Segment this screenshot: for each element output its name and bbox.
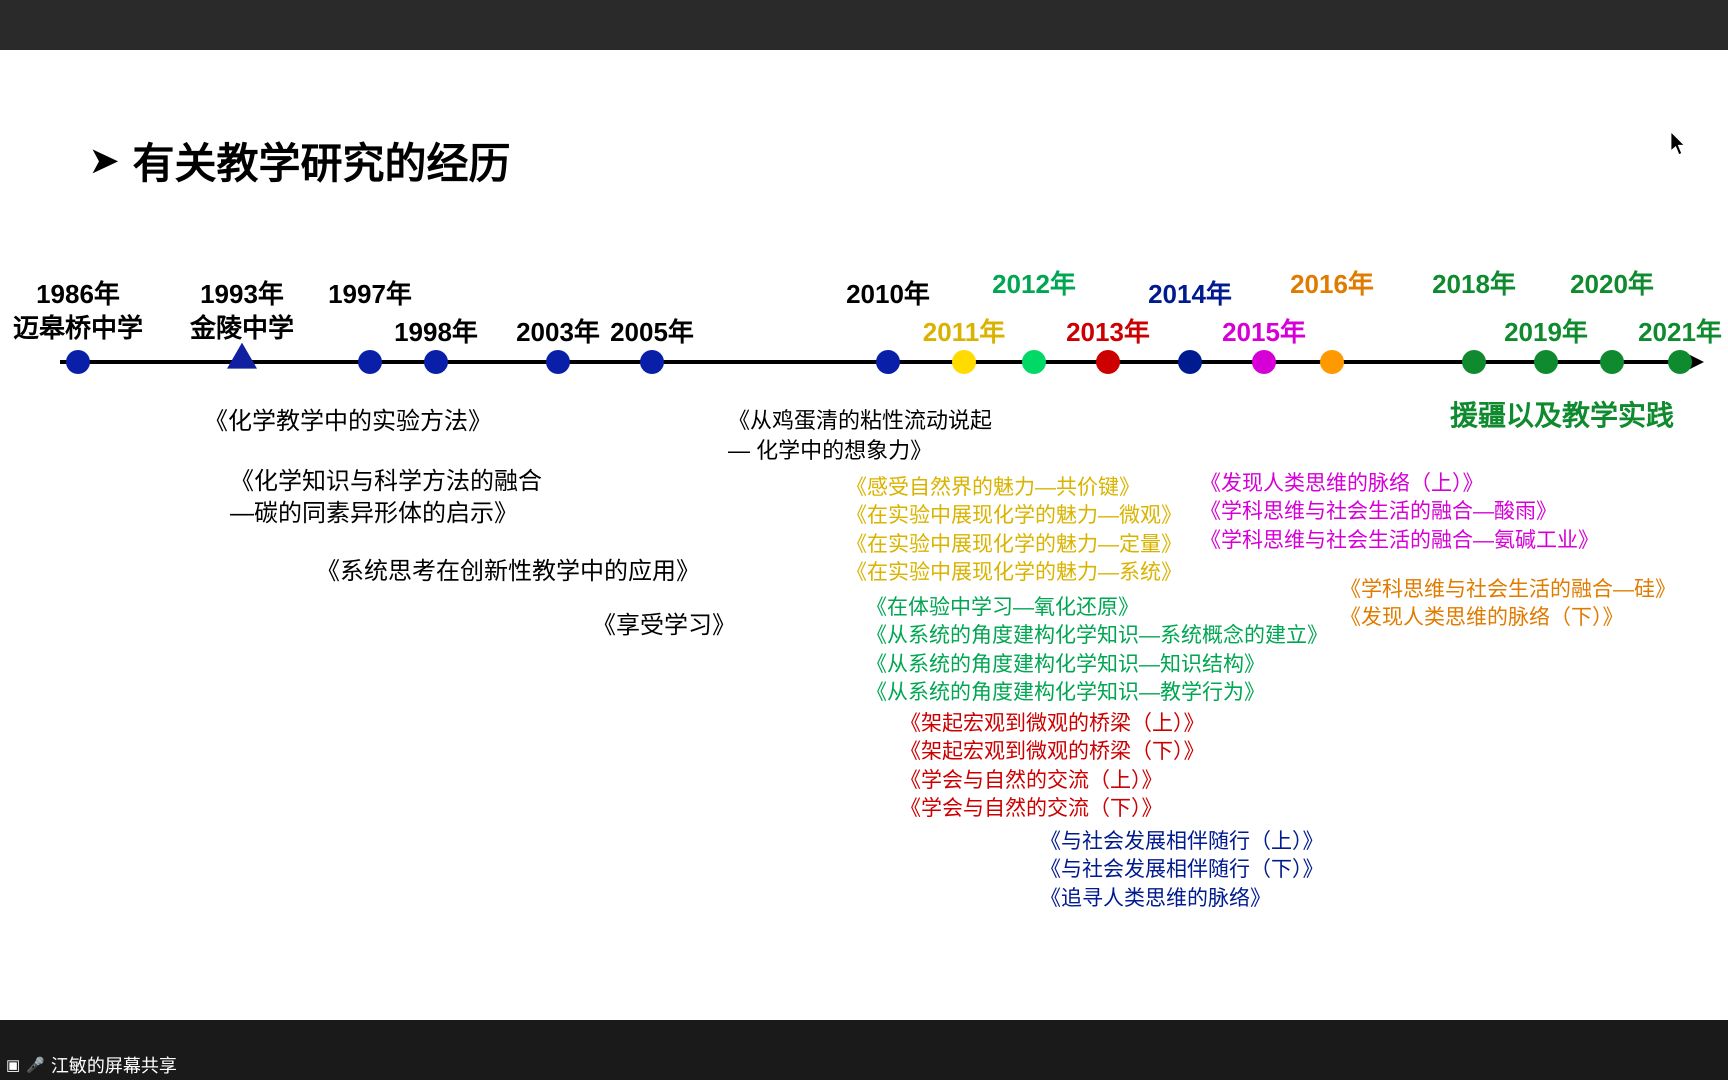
timeline-marker — [1320, 350, 1344, 374]
publication-line: 《在体验中学习—氧化还原》 — [866, 594, 1328, 622]
year-sublabel: 金陵中学 — [190, 308, 294, 345]
publication-line: — 化学中的想象力》 — [728, 436, 992, 466]
year-label: 1998年 — [394, 312, 478, 349]
timeline-marker — [358, 350, 382, 374]
publication-line: 《享受学习》 — [592, 610, 736, 642]
timeline-marker — [1534, 350, 1558, 374]
year-label: 2016年 — [1290, 264, 1374, 301]
timeline-marker — [1668, 350, 1692, 374]
year-label: 2003年 — [516, 312, 600, 349]
year-label: 2011年 — [923, 312, 1005, 349]
publication-block: 《化学知识与科学方法的融合—碳的同素异形体的启示》 — [230, 466, 542, 531]
publication-line: 《学会与自然的交流（上）》 — [900, 767, 1205, 795]
publication-line: 《架起宏观到微观的桥梁（下）》 — [900, 738, 1205, 766]
publication-block: 《与社会发展相伴随行（上）》《与社会发展相伴随行（下）》《追寻人类思维的脉络》 — [1040, 828, 1324, 913]
publication-line: 《化学知识与科学方法的融合 — [230, 466, 542, 498]
publication-line: 《发现人类思维的脉络（下）》 — [1340, 604, 1676, 632]
bullet-arrow-icon: ➤ — [90, 141, 119, 181]
publication-block: 《享受学习》 — [592, 610, 736, 642]
publication-line: 《发现人类思维的脉络（上）》 — [1200, 470, 1599, 498]
publication-line: 《从系统的角度建构化学知识—教学行为》 — [866, 679, 1328, 707]
timeline-marker — [1462, 350, 1486, 374]
share-screen-icon: ▣ — [6, 1056, 20, 1074]
year-label: 1997年 — [328, 274, 412, 311]
timeline-marker — [1096, 350, 1120, 374]
year-label: 2005年 — [610, 312, 694, 349]
publication-line: 《从鸡蛋清的粘性流动说起 — [728, 406, 992, 436]
publication-line: 《在实验中展现化学的魅力—系统》 — [846, 559, 1182, 587]
slide-title-row: ➤ 有关教学研究的经历 — [90, 130, 511, 191]
publication-line: 《学科思维与社会生活的融合—氨碱工业》 — [1200, 527, 1599, 555]
publication-line: 《追寻人类思维的脉络》 — [1040, 885, 1324, 913]
timeline-marker — [424, 350, 448, 374]
timeline-marker — [952, 350, 976, 374]
publication-line: 《学会与自然的交流（下）》 — [900, 795, 1205, 823]
timeline-marker — [1600, 350, 1624, 374]
publication-block: 《从鸡蛋清的粘性流动说起— 化学中的想象力》 — [728, 406, 992, 465]
slide-content: ➤ 有关教学研究的经历 1986年迈皋桥中学 1993年金陵中学 1997年1998… — [0, 50, 1728, 1020]
publication-block: 《系统思考在创新性教学中的应用》 — [316, 556, 700, 588]
timeline-marker — [876, 350, 900, 374]
video-topbar — [0, 0, 1728, 50]
mic-icon: 🎤 — [26, 1056, 45, 1074]
year-label: 2020年 — [1570, 264, 1654, 301]
status-bar: ▣ 🎤 江敏的屏幕共享 — [0, 1050, 1728, 1080]
year-label: 2013年 — [1066, 312, 1150, 349]
timeline-marker — [546, 350, 570, 374]
timeline-marker — [1022, 350, 1046, 374]
publication-line: 《学科思维与社会生活的融合—酸雨》 — [1200, 498, 1599, 526]
publication-block: 《架起宏观到微观的桥梁（上）》《架起宏观到微观的桥梁（下）》《学会与自然的交流（… — [900, 710, 1205, 823]
mouse-cursor-icon — [1670, 132, 1688, 156]
right-practice-label: 援疆以及教学实践 — [1450, 394, 1674, 434]
publication-block: 《学科思维与社会生活的融合—硅》《发现人类思维的脉络（下）》 — [1340, 576, 1676, 633]
year-label: 2014年 — [1148, 274, 1232, 311]
year-label: 2015年 — [1222, 312, 1306, 349]
year-label: 1993年 — [200, 274, 284, 311]
publication-line: 《在实验中展现化学的魅力—微观》 — [846, 502, 1182, 530]
year-label: 2021年 — [1638, 312, 1722, 349]
timeline-marker — [227, 343, 257, 369]
timeline-marker — [66, 350, 90, 374]
publication-line: 《在实验中展现化学的魅力—定量》 — [846, 531, 1182, 559]
year-label: 2019年 — [1504, 312, 1588, 349]
publication-line: —碳的同素异形体的启示》 — [230, 498, 542, 530]
year-label: 1986年 — [36, 274, 120, 311]
publication-block: 《化学教学中的实验方法》 — [204, 406, 492, 438]
publication-line: 《从系统的角度建构化学知识—知识结构》 — [866, 651, 1328, 679]
slide-title: 有关教学研究的经历 — [133, 130, 511, 191]
publication-line: 《与社会发展相伴随行（上）》 — [1040, 828, 1324, 856]
publication-block: 《在体验中学习—氧化还原》《从系统的角度建构化学知识—系统概念的建立》《从系统的… — [866, 594, 1328, 707]
publication-line: 《从系统的角度建构化学知识—系统概念的建立》 — [866, 622, 1328, 650]
publication-line: 《化学教学中的实验方法》 — [204, 406, 492, 438]
publication-block: 《感受自然界的魅力—共价键》《在实验中展现化学的魅力—微观》《在实验中展现化学的… — [846, 474, 1182, 587]
publication-line: 《系统思考在创新性教学中的应用》 — [316, 556, 700, 588]
presenter-status: 江敏的屏幕共享 — [51, 1052, 177, 1078]
publication-block: 《发现人类思维的脉络（上）》《学科思维与社会生活的融合—酸雨》《学科思维与社会生… — [1200, 470, 1599, 555]
publication-line: 《架起宏观到微观的桥梁（上）》 — [900, 710, 1205, 738]
year-label: 2018年 — [1432, 264, 1516, 301]
year-sublabel: 迈皋桥中学 — [13, 308, 143, 345]
publication-line: 《与社会发展相伴随行（下）》 — [1040, 856, 1324, 884]
timeline-marker — [1252, 350, 1276, 374]
publication-line: 《学科思维与社会生活的融合—硅》 — [1340, 576, 1676, 604]
year-label: 2010年 — [846, 274, 930, 311]
timeline-marker — [1178, 350, 1202, 374]
right-practice-text: 援疆以及教学实践 — [1450, 400, 1674, 431]
publication-line: 《感受自然界的魅力—共价键》 — [846, 474, 1182, 502]
timeline-marker — [640, 350, 664, 374]
year-label: 2012年 — [992, 264, 1076, 301]
